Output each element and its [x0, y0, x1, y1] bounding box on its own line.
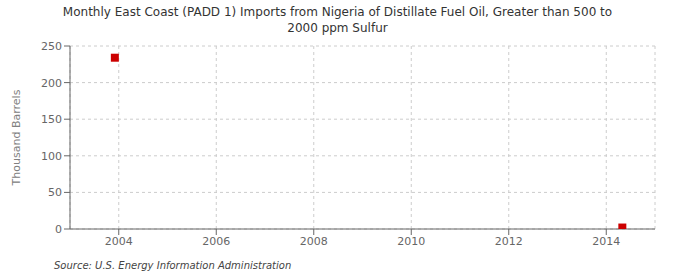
svg-text:50: 50: [48, 186, 62, 199]
svg-text:2010: 2010: [397, 235, 425, 248]
svg-text:150: 150: [41, 113, 62, 126]
svg-text:200: 200: [41, 77, 62, 90]
html-text:Monthly East Coast (PADD 1) Im: Monthly East Coast (PADD 1) Imports from…: [62, 5, 613, 19]
svg-text:250: 250: [41, 40, 62, 53]
svg-text:2006: 2006: [202, 235, 230, 248]
svg-text:2008: 2008: [300, 235, 328, 248]
svg-text:2004: 2004: [105, 235, 133, 248]
html-text:Source: U.S. Energy Informatio: Source: U.S. Energy Information Administ…: [54, 260, 292, 271]
svg-text:2012: 2012: [495, 235, 523, 248]
html-text:2000 ppm Sulfur: 2000 ppm Sulfur: [287, 21, 388, 35]
svg-text:100: 100: [41, 150, 62, 163]
svg-text:0: 0: [55, 223, 62, 236]
svg-text:2014: 2014: [592, 235, 620, 248]
svg-text:Thousand Barrels: Thousand Barrels: [10, 89, 23, 186]
